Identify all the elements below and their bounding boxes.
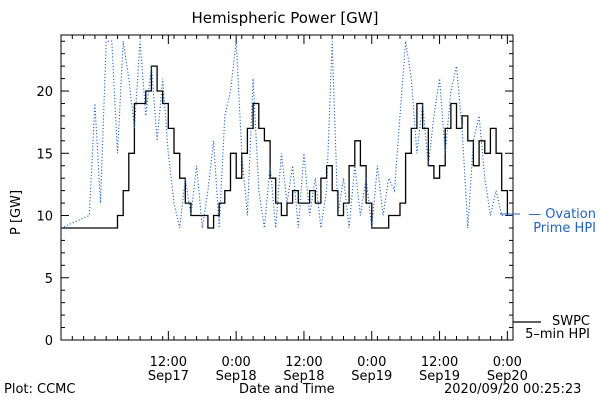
y-tick-label: 20 (36, 85, 53, 100)
legend-swpc-label: SWPC (551, 314, 590, 329)
x-tick-date-label: Sep18 (283, 369, 324, 384)
series-lines (60, 40, 513, 229)
legend-ovation-label-line2: Prime HPI (533, 221, 596, 236)
x-tick-date-label: Sep20 (487, 369, 528, 384)
x-tick-date-label: Sep18 (216, 369, 257, 384)
x-tick-time-label: 12:00 (421, 355, 458, 370)
series-ovation-hpi-line (60, 40, 513, 229)
y-tick-label: 10 (36, 210, 53, 225)
legend-ovation-label: — Ovation (528, 207, 596, 222)
legend-marks (500, 213, 541, 323)
x-tick-date-label: Sep19 (351, 369, 392, 384)
x-tick-date-label: Sep19 (419, 369, 460, 384)
series-swpc-hpi-line (61, 65, 509, 229)
x-tick-time-label: 0:00 (222, 355, 251, 370)
y-tick-label: 5 (45, 272, 53, 287)
x-tick-time-label: 0:00 (357, 355, 386, 370)
plot-credit: Plot: CCMC (4, 382, 76, 397)
x-tick-time-label: 12:00 (150, 355, 187, 370)
x-tick-time-label: 0:00 (493, 355, 522, 370)
y-tick-label: 0 (45, 334, 53, 349)
x-tick-date-label: Sep17 (148, 369, 189, 384)
axis-ticks: 0510152012:00Sep170:00Sep1812:00Sep180:0… (36, 35, 528, 384)
chart-title: Hemispheric Power [GW] (191, 9, 379, 27)
x-axis-label: Date and Time (239, 382, 335, 397)
y-tick-label: 15 (36, 147, 53, 162)
x-tick-time-label: 12:00 (285, 355, 322, 370)
legend-swpc-label-line2: 5–min HPI (525, 327, 590, 342)
plot-timestamp: 2020/09/20 00:25:23 (444, 382, 582, 397)
